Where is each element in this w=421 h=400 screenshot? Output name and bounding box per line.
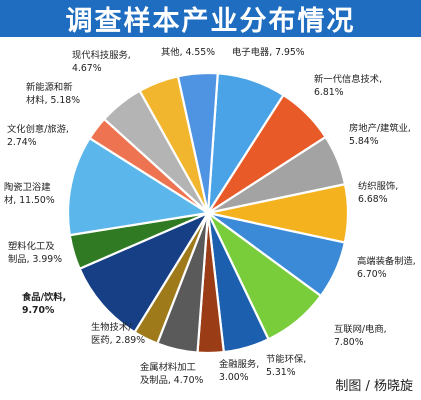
pie-slice-13	[66, 137, 210, 237]
slice-label-10: 生物技术/医药, 2.89%	[91, 321, 145, 346]
slice-label-6: 互联网/电商, 7.80%	[334, 323, 387, 348]
slice-label-5: 高端装备制造, 6.70%	[357, 255, 416, 280]
slice-label-1: 电子电器, 7.95%	[232, 46, 305, 58]
slice-label-16: 现代科技服务, 4.67%	[72, 49, 131, 74]
pie-slice-17	[176, 71, 219, 215]
slice-label-12: 塑料化工及制品, 3.99%	[8, 240, 62, 265]
title-bar: 调查样本产业分布情况	[0, 0, 421, 37]
slice-label-7: 节能环保, 5.31%	[266, 353, 306, 378]
slice-label-13: 陶瓷卫浴建材, 11.50%	[4, 181, 55, 206]
pie-slice-11	[78, 211, 210, 334]
credit-text: 制图 / 杨晓旋	[335, 379, 413, 394]
slice-label-17: 其他, 4.55%	[161, 46, 215, 58]
slice-label-11: 食品/饮料, 9.70%	[21, 291, 66, 316]
chart-title: 调查样本产业分布情况	[65, 6, 356, 37]
slice-label-4: 纺织服饰, 6.68%	[358, 180, 398, 205]
slice-label-2: 新一代信息技术, 6.81%	[314, 73, 382, 98]
pie-labels: 电子电器, 7.95% 新一代信息技术, 6.81% 房地产/建筑业, 5.84% 纺织服…	[4, 46, 416, 386]
slice-label-15: 新能源和新材料, 5.18%	[26, 81, 80, 106]
pie-slices	[66, 71, 350, 355]
slice-label-14: 文化创意/旅游, 2.74%	[7, 123, 69, 148]
slice-label-3: 房地产/建筑业, 5.84%	[349, 122, 411, 147]
slice-label-8: 金融服务, 3.00%	[219, 358, 259, 383]
slice-label-9: 金属材料加工及制品, 4.70%	[140, 361, 204, 386]
